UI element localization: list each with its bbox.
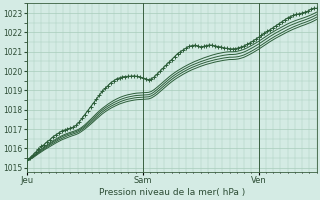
X-axis label: Pression niveau de la mer( hPa ): Pression niveau de la mer( hPa )	[99, 188, 245, 197]
